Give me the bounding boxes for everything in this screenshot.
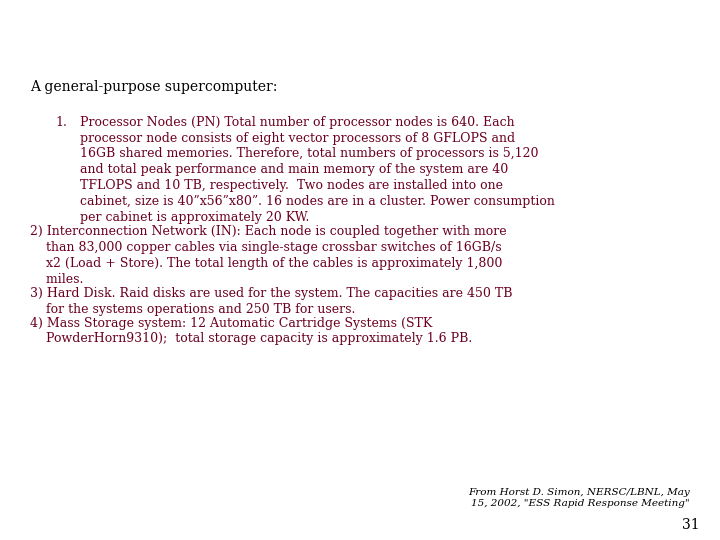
Text: A general-purpose supercomputer:: A general-purpose supercomputer: [30,80,277,94]
Text: From Horst D. Simon, NERSC/LBNL, May
15, 2002, "ESS Rapid Response Meeting": From Horst D. Simon, NERSC/LBNL, May 15,… [468,488,690,508]
Text: 3) Hard Disk. Raid disks are used for the system. The capacities are 450 TB
    : 3) Hard Disk. Raid disks are used for th… [30,287,513,316]
Text: Processor Nodes (PN) Total number of processor nodes is 640. Each
processor node: Processor Nodes (PN) Total number of pro… [80,116,555,224]
Text: 1.: 1. [55,116,67,129]
Text: 2) Interconnection Network (IN): Each node is coupled together with more
    tha: 2) Interconnection Network (IN): Each no… [30,226,507,286]
Text: 4) Mass Storage system: 12 Automatic Cartridge Systems (STK
    PowderHorn9310);: 4) Mass Storage system: 12 Automatic Car… [30,316,472,346]
Text: Earth Simulator: Earth Simulator [13,18,284,48]
Text: 31: 31 [683,518,700,532]
